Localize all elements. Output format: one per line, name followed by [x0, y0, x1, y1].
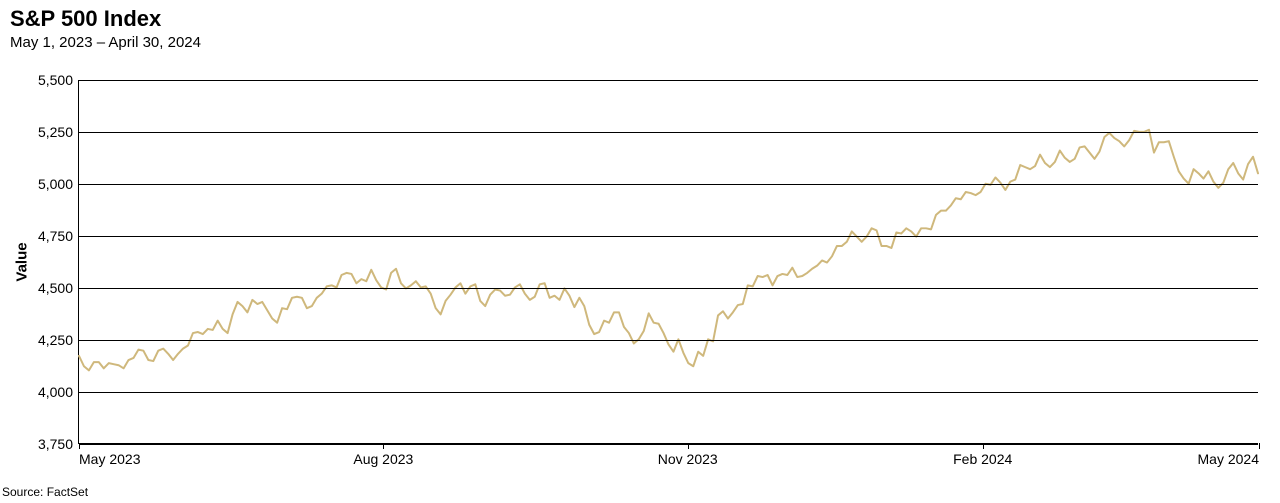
y-tick-label: 5,250: [38, 124, 73, 140]
x-tick-mark: [1259, 443, 1260, 449]
x-tick-label: Feb 2024: [953, 451, 1012, 467]
gridline: [79, 132, 1258, 133]
x-tick-mark: [983, 443, 984, 449]
y-tick-label: 5,500: [38, 72, 73, 88]
chart-source: Source: FactSet: [2, 485, 88, 499]
x-tick-mark: [383, 443, 384, 449]
chart-subtitle: May 1, 2023 – April 30, 2024: [10, 34, 201, 51]
x-tick-label: Nov 2023: [658, 451, 718, 467]
x-tick-label: May 2023: [79, 451, 140, 467]
y-tick-label: 4,500: [38, 280, 73, 296]
x-tick-label: May 2024: [1198, 451, 1259, 467]
x-tick-label: Aug 2023: [353, 451, 413, 467]
gridline: [79, 236, 1258, 237]
gridline: [79, 392, 1258, 393]
y-tick-label: 4,000: [38, 384, 73, 400]
y-tick-label: 4,750: [38, 228, 73, 244]
series-line: [79, 130, 1258, 371]
gridline: [79, 340, 1258, 341]
line-chart: Value 3,7504,0004,2504,5004,7505,0005,25…: [18, 62, 1268, 474]
y-tick-label: 4,250: [38, 332, 73, 348]
chart-svg: [79, 80, 1258, 443]
x-tick-mark: [79, 443, 80, 449]
chart-title: S&P 500 Index: [10, 6, 161, 32]
x-tick-mark: [688, 443, 689, 449]
gridline: [79, 80, 1258, 81]
y-tick-label: 5,000: [38, 176, 73, 192]
gridline: [79, 184, 1258, 185]
gridline: [79, 288, 1258, 289]
y-tick-label: 3,750: [38, 436, 73, 452]
y-axis-title: Value: [14, 242, 31, 281]
plot-area: 3,7504,0004,2504,5004,7505,0005,2505,500…: [78, 80, 1258, 444]
gridline: [79, 444, 1258, 445]
